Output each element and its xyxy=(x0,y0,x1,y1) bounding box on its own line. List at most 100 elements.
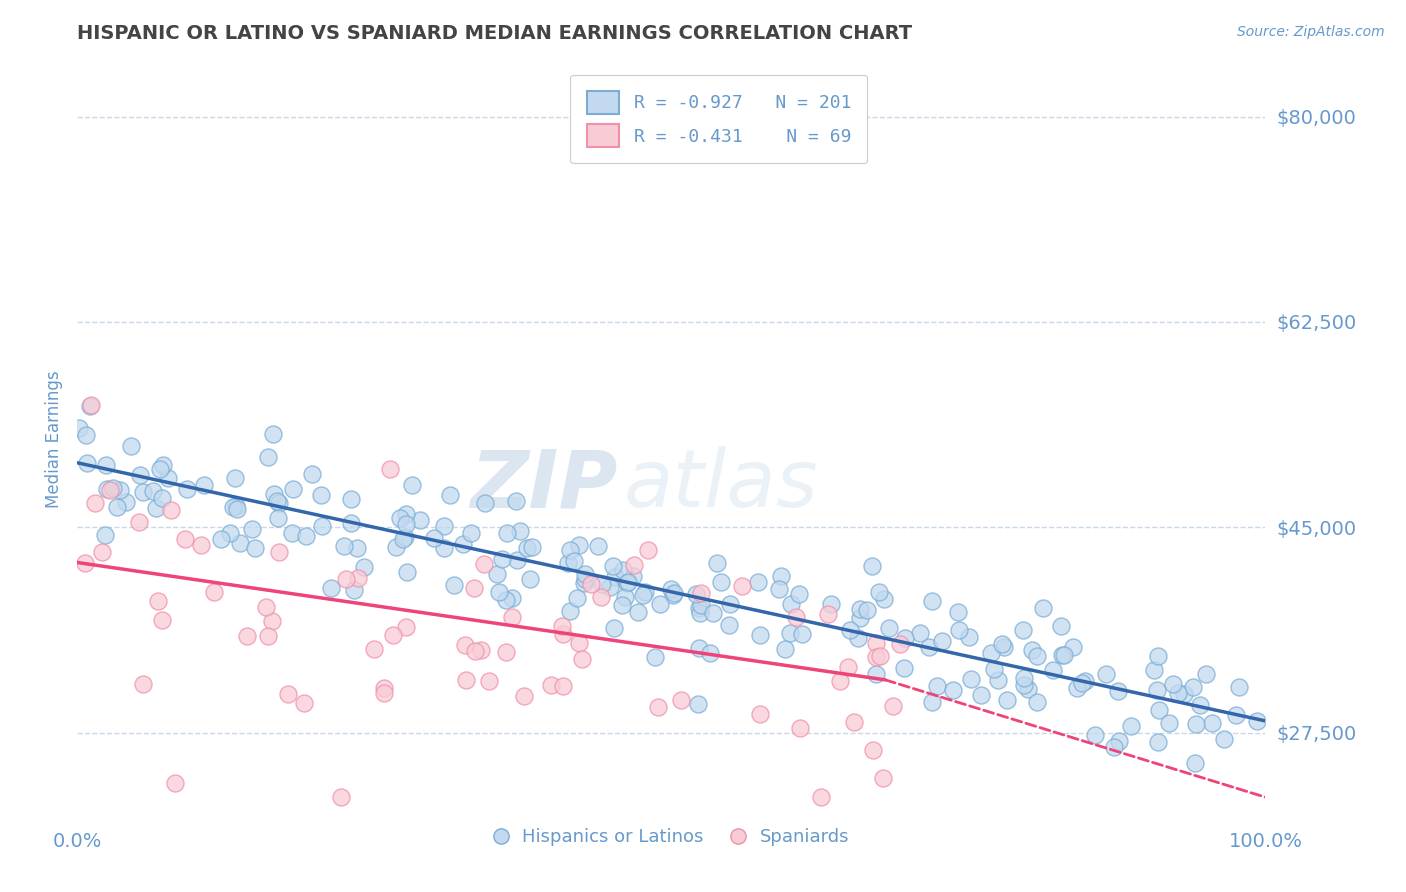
Point xyxy=(948,623,970,637)
Point xyxy=(373,686,395,700)
Point xyxy=(856,603,879,617)
Point xyxy=(983,661,1005,675)
Point xyxy=(612,563,634,577)
Text: Source: ZipAtlas.com: Source: ZipAtlas.com xyxy=(1237,25,1385,39)
Point xyxy=(849,611,872,625)
Point xyxy=(560,604,582,618)
Point xyxy=(443,578,465,592)
Point xyxy=(662,585,685,599)
Point xyxy=(91,545,114,559)
Point xyxy=(893,660,915,674)
Point xyxy=(605,570,627,584)
Point xyxy=(959,672,981,686)
Point xyxy=(918,640,941,654)
Point xyxy=(908,626,931,640)
Point xyxy=(686,697,709,711)
Point xyxy=(190,539,212,553)
Point xyxy=(1095,667,1118,681)
Point xyxy=(599,580,621,594)
Point xyxy=(363,642,385,657)
Point xyxy=(540,678,562,692)
Point xyxy=(749,627,772,641)
Point xyxy=(699,646,721,660)
Point xyxy=(292,696,315,710)
Point xyxy=(218,526,240,541)
Point xyxy=(516,541,538,556)
Text: HISPANIC OR LATINO VS SPANIARD MEDIAN EARNINGS CORRELATION CHART: HISPANIC OR LATINO VS SPANIARD MEDIAN EA… xyxy=(77,23,912,43)
Point xyxy=(160,502,183,516)
Point xyxy=(353,560,375,574)
Point xyxy=(637,542,659,557)
Point xyxy=(79,399,101,413)
Point xyxy=(243,541,266,555)
Point xyxy=(67,421,90,435)
Point xyxy=(837,660,859,674)
Point xyxy=(690,586,713,600)
Point xyxy=(720,597,742,611)
Point xyxy=(173,532,195,546)
Point xyxy=(849,601,872,615)
Point xyxy=(574,567,596,582)
Point xyxy=(394,516,416,531)
Point xyxy=(730,579,752,593)
Point xyxy=(478,674,501,689)
Point xyxy=(470,643,492,657)
Point xyxy=(309,488,332,502)
Point xyxy=(347,571,370,585)
Point xyxy=(501,591,523,606)
Text: atlas: atlas xyxy=(624,446,818,524)
Point xyxy=(768,582,790,596)
Point xyxy=(1066,681,1088,695)
Point xyxy=(572,575,595,590)
Point xyxy=(957,630,980,644)
Point xyxy=(586,540,609,554)
Point xyxy=(392,532,415,546)
Point xyxy=(748,706,770,721)
Point xyxy=(838,624,860,638)
Point xyxy=(464,644,486,658)
Point xyxy=(1157,715,1180,730)
Point xyxy=(995,692,1018,706)
Point xyxy=(456,673,478,687)
Point xyxy=(574,572,596,586)
Legend: Hispanics or Latinos, Spaniards: Hispanics or Latinos, Spaniards xyxy=(486,822,856,854)
Point xyxy=(513,689,536,703)
Point xyxy=(495,593,517,607)
Point xyxy=(612,598,634,612)
Point xyxy=(128,515,150,529)
Point xyxy=(267,495,290,509)
Point xyxy=(623,558,645,572)
Point xyxy=(491,552,513,566)
Point xyxy=(335,572,357,586)
Point xyxy=(433,541,456,556)
Point xyxy=(280,525,302,540)
Point xyxy=(1146,682,1168,697)
Point xyxy=(1201,716,1223,731)
Point xyxy=(257,629,280,643)
Point xyxy=(1102,739,1125,754)
Point xyxy=(79,398,101,412)
Point xyxy=(877,621,900,635)
Point xyxy=(260,615,283,629)
Point xyxy=(76,456,98,470)
Point xyxy=(980,646,1002,660)
Point xyxy=(1227,680,1250,694)
Point xyxy=(717,618,740,632)
Point xyxy=(842,714,865,729)
Point xyxy=(1185,717,1208,731)
Point xyxy=(659,582,682,596)
Point xyxy=(451,537,474,551)
Point xyxy=(1042,663,1064,677)
Point xyxy=(120,439,142,453)
Point xyxy=(553,679,575,693)
Point xyxy=(472,558,495,572)
Point xyxy=(689,606,711,620)
Point xyxy=(103,481,125,495)
Point xyxy=(385,540,408,554)
Point xyxy=(263,487,285,501)
Point xyxy=(747,574,769,589)
Point xyxy=(132,677,155,691)
Point xyxy=(319,582,342,596)
Point xyxy=(1012,671,1035,685)
Point xyxy=(706,556,728,570)
